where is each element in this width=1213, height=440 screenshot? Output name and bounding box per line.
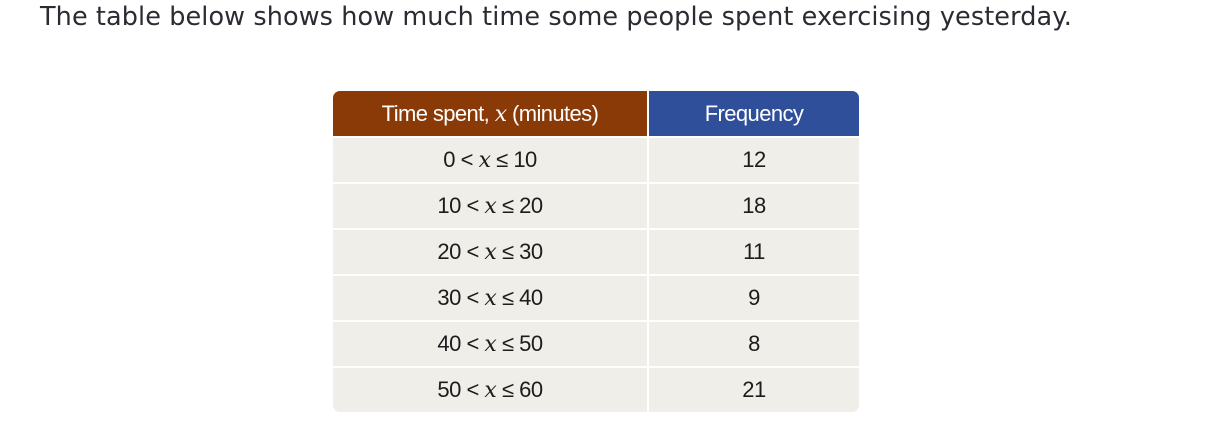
interval-cell: 10 < x ≤ 20: [333, 182, 649, 228]
interval-lower: 0: [443, 147, 455, 172]
less-than-symbol: <: [466, 239, 479, 264]
time-spent-header: Time spent, x (minutes): [333, 91, 649, 136]
table-header-row: Time spent, x (minutes) Frequency: [333, 91, 859, 136]
less-than-symbol: <: [466, 331, 479, 356]
table-row: 10 < x ≤ 20 18: [333, 182, 859, 228]
table-row: 20 < x ≤ 30 11: [333, 228, 859, 274]
frequency-cell: 9: [649, 274, 859, 320]
interval-upper: 50: [519, 331, 543, 356]
interval-upper: 10: [513, 147, 537, 172]
frequency-cell: 11: [649, 228, 859, 274]
interval-upper: 30: [519, 239, 543, 264]
table-row: 50 < x ≤ 60 21: [333, 366, 859, 412]
frequency-table: Time spent, x (minutes) Frequency 0 < x …: [333, 91, 859, 412]
less-equal-symbol: ≤: [501, 285, 514, 310]
interval-lower: 10: [437, 193, 461, 218]
less-than-symbol: <: [466, 377, 479, 402]
interval-lower: 20: [437, 239, 461, 264]
interval-upper: 40: [519, 285, 543, 310]
frequency-cell: 21: [649, 366, 859, 412]
less-than-symbol: <: [460, 147, 474, 172]
less-equal-symbol: ≤: [501, 193, 514, 218]
interval-cell: 0 < x ≤ 10: [333, 136, 649, 182]
interval-variable: x: [484, 378, 497, 403]
frequency-cell: 18: [649, 182, 859, 228]
intro-text: The table below shows how much time some…: [40, 2, 1073, 32]
interval-cell: 40 < x ≤ 50: [333, 320, 649, 366]
table-row: 0 < x ≤ 10 12: [333, 136, 859, 182]
interval-cell: 50 < x ≤ 60: [333, 366, 649, 412]
interval-variable: x: [478, 148, 491, 173]
interval-cell: 30 < x ≤ 40: [333, 274, 649, 320]
interval-variable: x: [484, 332, 497, 357]
less-equal-symbol: ≤: [501, 377, 514, 402]
table-body: 0 < x ≤ 10 12 10 < x ≤ 20 18 20 < x ≤ 30…: [333, 136, 859, 412]
table-row: 40 < x ≤ 50 8: [333, 320, 859, 366]
time-header-prefix: Time spent,: [381, 100, 495, 126]
interval-lower: 50: [437, 377, 461, 402]
interval-cell: 20 < x ≤ 30: [333, 228, 649, 274]
less-equal-symbol: ≤: [501, 239, 514, 264]
less-equal-symbol: ≤: [501, 331, 514, 356]
less-equal-symbol: ≤: [496, 147, 508, 172]
frequency-cell: 8: [649, 320, 859, 366]
less-than-symbol: <: [466, 193, 479, 218]
frequency-cell: 12: [649, 136, 859, 182]
interval-variable: x: [484, 286, 497, 311]
less-than-symbol: <: [466, 285, 479, 310]
frequency-header: Frequency: [649, 91, 859, 136]
interval-upper: 20: [519, 193, 543, 218]
interval-variable: x: [484, 240, 497, 265]
time-header-variable: x: [494, 101, 507, 127]
table-row: 30 < x ≤ 40 9: [333, 274, 859, 320]
interval-lower: 30: [437, 285, 461, 310]
interval-variable: x: [484, 194, 497, 219]
time-header-suffix: (minutes): [506, 100, 599, 126]
interval-upper: 60: [519, 377, 543, 402]
interval-lower: 40: [437, 331, 461, 356]
